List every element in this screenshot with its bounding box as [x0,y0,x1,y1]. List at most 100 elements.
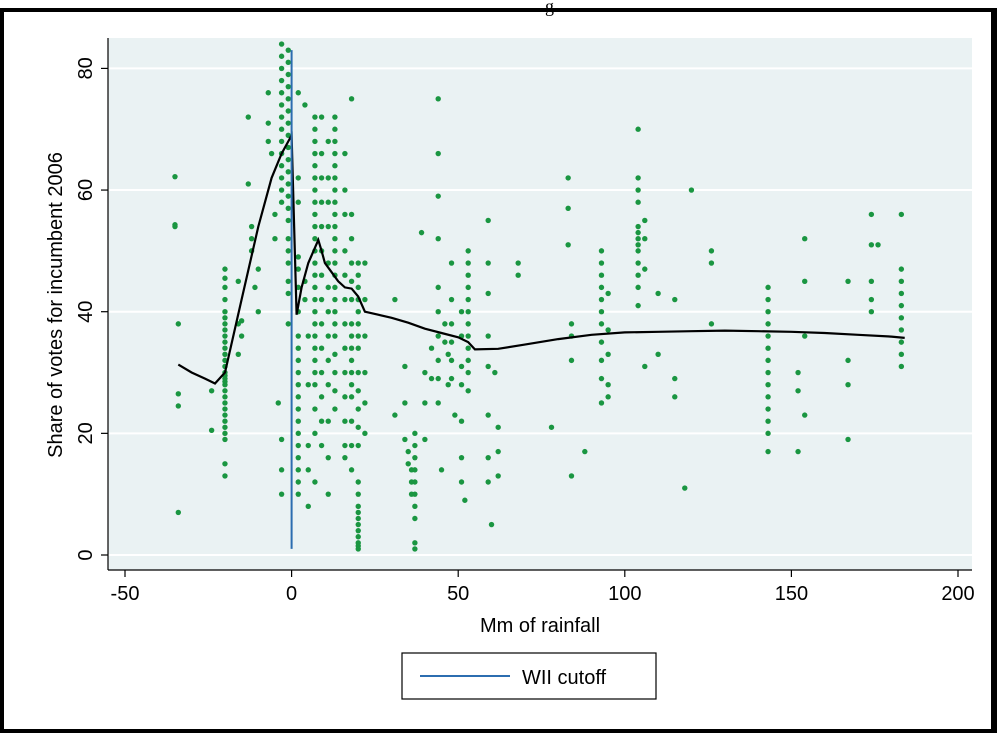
x-tick-label: -50 [111,583,140,605]
data-point [868,278,875,284]
data-point [295,175,301,181]
data-point [355,309,361,315]
data-point [362,430,368,437]
data-point [222,333,228,339]
data-point [485,260,491,266]
data-point [222,381,228,388]
data-point [465,309,471,315]
data-point [445,351,451,357]
data-point [325,454,331,461]
data-point [285,96,291,102]
data-point [325,175,331,181]
data-point [305,333,311,339]
data-point [325,199,331,205]
data-point [348,345,355,351]
data-point [635,302,641,309]
data-point [222,357,228,364]
data-point [332,351,338,357]
data-point [312,284,318,291]
data-point [312,150,318,157]
data-point [868,296,875,303]
data-point [348,211,355,218]
data-point [765,345,771,351]
data-point [845,436,851,443]
data-point [492,369,498,376]
data-point [765,296,771,303]
data-point [362,260,368,266]
data-point [222,351,228,357]
data-point [285,120,291,126]
data-point [898,315,905,321]
data-point [332,260,338,266]
data-point [295,491,301,497]
data-point [175,403,182,409]
data-point [318,321,325,327]
data-point [222,275,228,281]
data-point [362,400,368,406]
data-point [332,321,338,327]
data-point [412,442,418,449]
data-point [898,211,905,218]
data-point [435,333,441,339]
data-point [635,187,641,193]
data-point [435,309,441,315]
data-point [568,321,575,327]
data-point [635,126,641,132]
data-point [655,351,661,357]
data-point [422,369,428,376]
data-point [222,473,228,479]
data-point [438,467,445,473]
data-point [598,321,605,327]
data-point [462,497,468,503]
data-point [222,424,228,430]
data-point [285,321,291,327]
data-point [295,418,301,424]
data-point [355,546,361,552]
data-point [765,406,771,412]
data-point [355,503,361,510]
data-point [332,296,338,303]
data-point [172,223,178,230]
y-axis-ticks: 0 20 40 60 80 [75,57,108,561]
data-point [245,181,251,187]
data-point [342,454,348,461]
data-point [332,309,338,315]
data-point [485,412,491,418]
data-point [355,521,361,528]
data-point [875,242,881,248]
data-point [598,309,605,315]
data-point [568,357,575,364]
x-axis-ticks: -50 0 50 100 150 200 [111,570,975,605]
data-point [342,369,348,376]
data-point [332,284,338,291]
data-point [318,296,325,303]
data-point [672,296,678,303]
data-point [325,491,331,497]
data-point [295,430,301,437]
data-point [332,150,338,157]
data-point [312,199,318,205]
data-point [765,369,771,376]
data-point [635,175,641,181]
data-point [295,381,301,388]
data-point [402,400,408,406]
data-point [285,83,291,90]
data-point [312,369,318,376]
data-point [278,114,285,120]
data-point [208,427,215,434]
data-point [442,321,448,327]
data-point [222,315,228,321]
data-point [435,236,441,242]
data-point [285,205,291,212]
data-point [325,381,331,388]
data-point [295,345,301,351]
y-axis-label: Share of votes for incumbent 2006 [45,152,67,458]
data-point [295,454,301,461]
data-point [802,278,808,284]
data-point [898,363,905,370]
data-point [708,260,715,266]
data-point [515,260,521,266]
data-point [348,467,355,473]
legend-label-cutoff: WII cutoff [522,667,607,689]
data-point [318,272,325,278]
